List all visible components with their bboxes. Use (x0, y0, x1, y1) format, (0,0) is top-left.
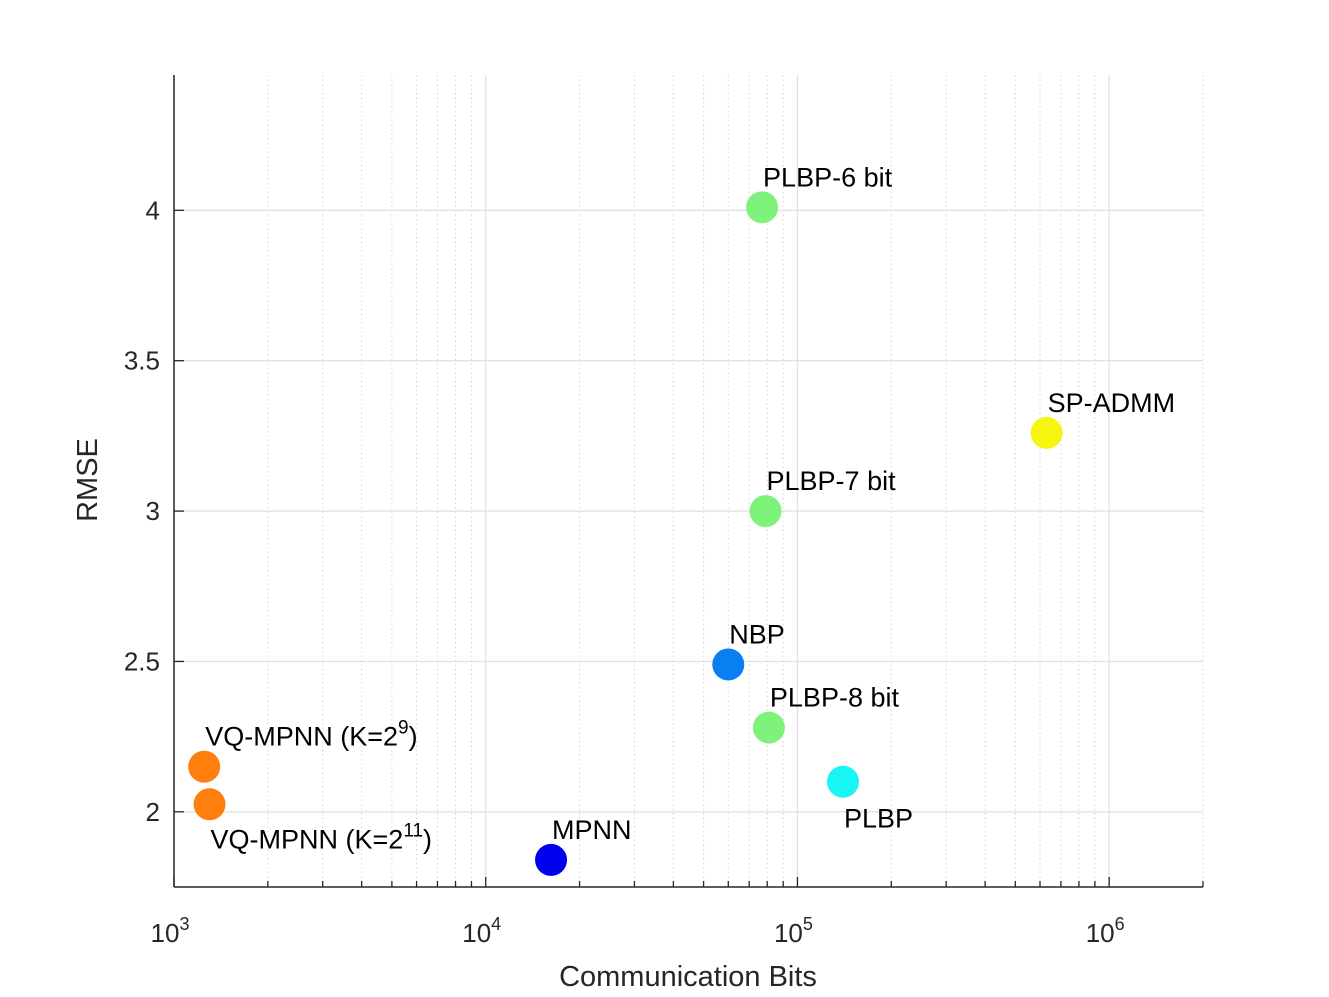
data-point (746, 191, 779, 224)
grid-lines (173, 75, 1204, 887)
point-label: SP-ADMM (1048, 388, 1176, 418)
data-point (193, 788, 226, 821)
y-axis-label: RMSE (72, 438, 104, 522)
point-label: PLBP-6 bit (763, 162, 893, 192)
point-labels: VQ-MPNN (K=29) VQ-MPNN (K=211) MPNN NBP PLBP… (205, 162, 1175, 854)
point-label: VQ-MPNN (K=29) (205, 718, 417, 752)
x-axis-label: Communication Bits (559, 961, 817, 993)
x-tick-label: 106 (1086, 914, 1125, 948)
point-label: PLBP-7 bit (767, 466, 897, 496)
data-point (826, 765, 859, 798)
data-points (188, 191, 1063, 876)
point-label: NBP (729, 619, 785, 649)
point-label: PLBP-8 bit (770, 683, 900, 713)
y-tick-label: 2 (146, 797, 160, 827)
point-label: MPNN (552, 815, 632, 845)
y-tick-label: 4 (146, 195, 160, 225)
data-point (188, 750, 221, 783)
point-label: VQ-MPNN (K=211) (211, 820, 433, 854)
point-label: PLBP (844, 804, 913, 834)
y-tick-label: 3.5 (124, 346, 160, 376)
y-tick-label: 3 (146, 496, 160, 526)
x-tick-label: 105 (774, 914, 813, 948)
data-point (712, 648, 745, 681)
data-point (749, 495, 782, 528)
x-tick-label: 103 (151, 914, 190, 948)
data-point (1030, 416, 1063, 449)
data-point (752, 711, 785, 744)
tick-labels: 103 104 105 106 2 2.5 3 3.5 4 (124, 195, 1125, 948)
x-tick-label: 104 (462, 914, 501, 948)
y-tick-label: 2.5 (124, 646, 160, 676)
axes (173, 75, 1204, 888)
data-point (535, 843, 568, 876)
